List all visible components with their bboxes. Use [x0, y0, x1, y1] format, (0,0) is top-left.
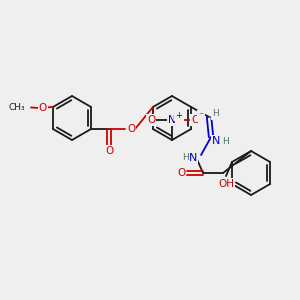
Text: O: O	[191, 115, 199, 125]
Text: N: N	[212, 136, 220, 146]
Text: O: O	[39, 103, 47, 113]
Text: +: +	[176, 110, 182, 119]
Text: O: O	[105, 146, 113, 156]
Text: N: N	[189, 153, 197, 163]
Text: H: H	[212, 110, 218, 118]
Text: H: H	[182, 154, 188, 163]
Text: N: N	[168, 115, 176, 125]
Text: O: O	[177, 168, 185, 178]
Text: CH₃: CH₃	[8, 103, 25, 112]
Text: O: O	[127, 124, 135, 134]
Text: ⁻: ⁻	[198, 111, 204, 121]
Text: OH: OH	[218, 179, 234, 189]
Text: O: O	[147, 115, 155, 125]
Text: H: H	[222, 136, 228, 146]
